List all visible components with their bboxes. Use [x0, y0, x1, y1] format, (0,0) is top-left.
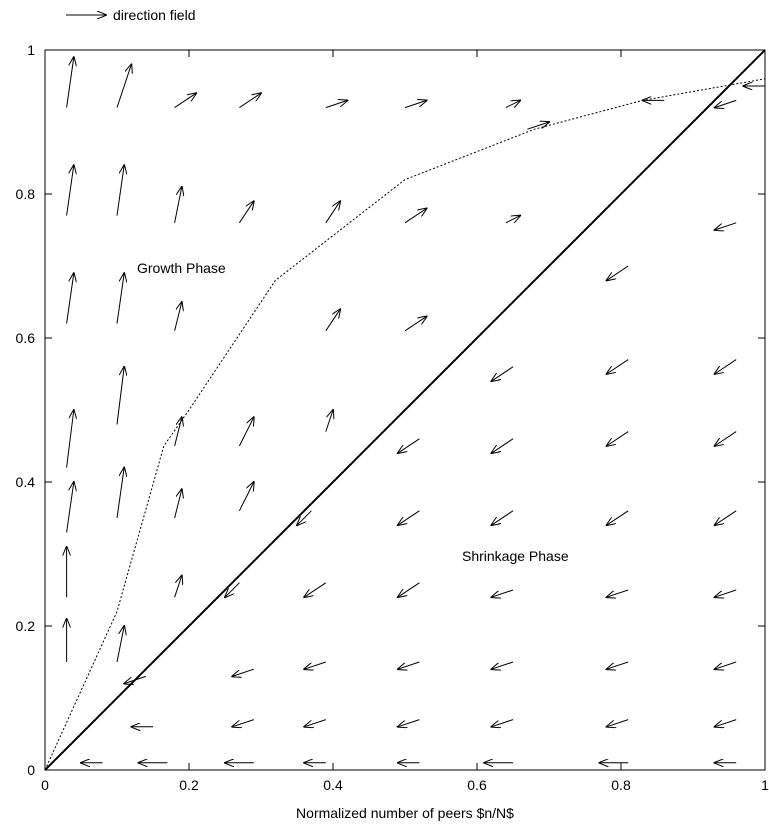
y-tick-label: 1: [27, 42, 35, 58]
direction-arrow: [239, 93, 261, 109]
direction-field: [67, 57, 765, 763]
direction-arrow: [174, 187, 182, 223]
direction-arrow: [715, 510, 737, 525]
direction-arrow: [527, 122, 549, 130]
direction-arrow: [607, 719, 629, 727]
y-tick-label: 0.6: [16, 330, 36, 346]
direction-arrow: [66, 273, 74, 324]
direction-arrow: [66, 410, 74, 468]
direction-arrow: [174, 489, 182, 519]
direction-arrow: [505, 100, 520, 109]
direction-arrow: [404, 316, 427, 332]
direction-arrow: [607, 661, 629, 669]
direction-arrow: [174, 302, 182, 331]
x-tick-label: 0: [41, 777, 49, 793]
y-tick-label: 0: [27, 762, 35, 778]
direction-arrow: [398, 438, 420, 453]
direction-arrow: [66, 482, 74, 533]
y-tick-label: 0.2: [16, 618, 36, 634]
direction-arrow: [715, 431, 737, 446]
direction-arrow: [174, 576, 182, 598]
direction-arrow: [505, 216, 520, 224]
direction-arrow: [491, 589, 514, 597]
direction-arrow: [491, 719, 514, 727]
x-tick-label: 0.4: [323, 777, 343, 793]
direction-arrow: [398, 510, 420, 525]
direction-arrow: [398, 582, 420, 597]
direction-arrow: [238, 201, 253, 224]
direction-arrow: [491, 438, 514, 453]
direction-arrow: [232, 719, 254, 727]
direction-arrow: [116, 273, 124, 324]
direction-arrow: [116, 165, 124, 216]
direction-arrow: [66, 57, 74, 108]
direction-arrow: [607, 431, 629, 446]
direction-arrow: [607, 265, 629, 280]
direction-arrow: [232, 668, 254, 676]
x-tick-label: 0.2: [179, 777, 199, 793]
curves: [44, 49, 766, 771]
direction-arrow: [238, 482, 253, 512]
plot-border: [44, 49, 766, 771]
direction-arrow: [715, 661, 737, 669]
x-axis-label: Normalized number of peers $n/N$: [296, 805, 514, 821]
direction-arrow: [607, 510, 629, 525]
direction-arrow: [66, 165, 74, 216]
direction-arrow: [116, 468, 124, 519]
direction-arrow: [225, 582, 240, 597]
direction-arrow: [304, 582, 327, 597]
x-tick-label: 0.6: [467, 777, 487, 793]
annotation-shrinkage-phase: Shrinkage Phase: [462, 548, 569, 564]
direction-arrow: [404, 208, 427, 224]
direction-arrow: [715, 589, 737, 597]
direction-arrow: [715, 222, 737, 230]
direction-arrow: [398, 661, 420, 669]
direction-arrow: [304, 661, 326, 669]
direction-arrow: [174, 417, 182, 447]
direction-arrow: [325, 410, 333, 432]
y-tick-label: 0.8: [16, 186, 36, 202]
direction-arrow: [607, 359, 629, 374]
direction-arrow: [715, 719, 737, 727]
direction-arrow: [325, 309, 340, 332]
legend-label: direction field: [113, 7, 196, 23]
plot-frame: [44, 49, 766, 771]
direction-arrow: [491, 661, 514, 669]
direction-arrow: [607, 589, 629, 597]
direction-arrow: [491, 510, 514, 525]
annotation-growth-phase: Growth Phase: [137, 260, 226, 276]
legend: direction field: [66, 7, 196, 23]
direction-arrow: [325, 201, 340, 224]
direction-arrow: [116, 367, 124, 425]
direction-arrow: [116, 64, 131, 108]
axis-ticks: 0 0.2 0.4 0.6 0.8 1 0 0.2 0.4 0.6 0.8 1: [16, 42, 769, 793]
y-tick-label: 0.4: [16, 474, 36, 490]
direction-arrow: [304, 719, 326, 727]
direction-arrow: [325, 100, 348, 109]
direction-arrow: [297, 510, 312, 525]
direction-arrow: [491, 366, 514, 381]
direction-arrow: [715, 359, 737, 374]
direction-arrow: [404, 100, 427, 109]
direction-arrow: [116, 626, 124, 663]
dotted-trajectory: [44, 78, 766, 771]
direction-arrow: [238, 417, 253, 447]
direction-arrow: [174, 93, 197, 109]
x-tick-label: 0.8: [611, 777, 631, 793]
diagonal-line: [44, 49, 766, 771]
x-tick-label: 1: [761, 777, 769, 793]
direction-arrow: [398, 719, 420, 727]
direction-arrow: [715, 99, 737, 107]
